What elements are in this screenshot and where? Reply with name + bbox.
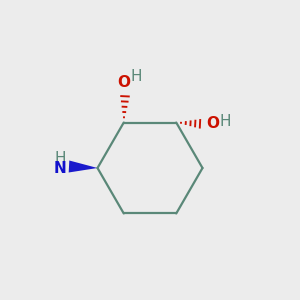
Polygon shape [69,160,98,172]
Text: O: O [206,116,219,130]
Text: N: N [54,161,66,176]
Text: O: O [117,74,130,89]
Text: H: H [219,113,231,128]
Text: H: H [54,151,66,166]
Text: H: H [131,69,142,84]
